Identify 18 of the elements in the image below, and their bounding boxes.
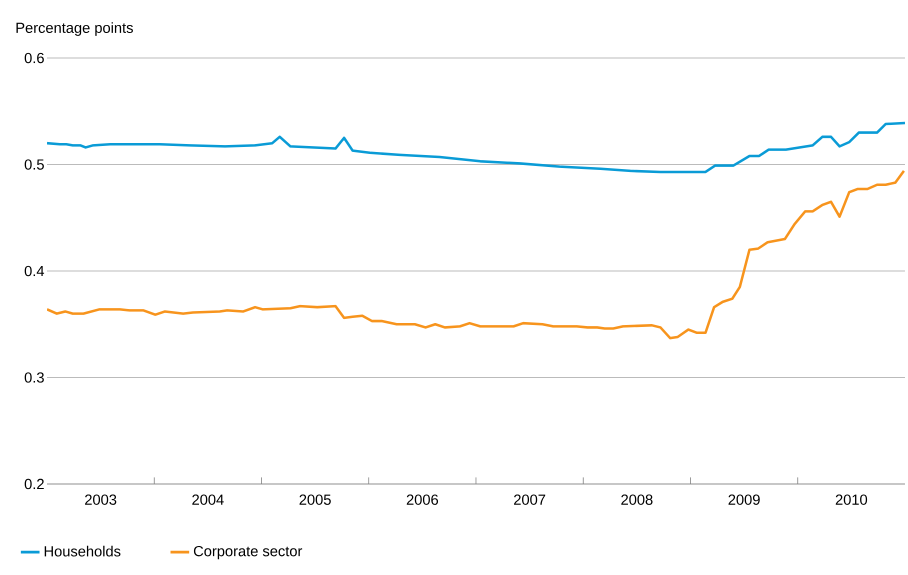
y-axis-title: Percentage points bbox=[16, 22, 133, 36]
x-tick-label: 2009 bbox=[728, 494, 760, 505]
x-tick-label: 2008 bbox=[621, 494, 653, 505]
legend-label: Households bbox=[44, 546, 120, 557]
y-tick-label: 0.3 bbox=[24, 372, 44, 383]
legend-label: Corporate sector bbox=[194, 546, 302, 560]
x-tick-label: 2010 bbox=[836, 494, 868, 505]
y-tick-label: 0.5 bbox=[24, 159, 44, 170]
y-tick-label: 0.2 bbox=[24, 478, 44, 490]
x-tick-label: 2007 bbox=[514, 494, 546, 505]
line-series bbox=[47, 122, 905, 174]
y-tick-label: 0.6 bbox=[24, 52, 44, 64]
line-series bbox=[47, 170, 905, 340]
x-tick-label: 2003 bbox=[85, 494, 116, 505]
y-tick-label: 0.4 bbox=[24, 266, 44, 276]
x-tick-label: 2006 bbox=[406, 494, 438, 505]
x-tick-label: 2004 bbox=[192, 494, 224, 505]
x-tick-label: 2005 bbox=[300, 494, 331, 505]
